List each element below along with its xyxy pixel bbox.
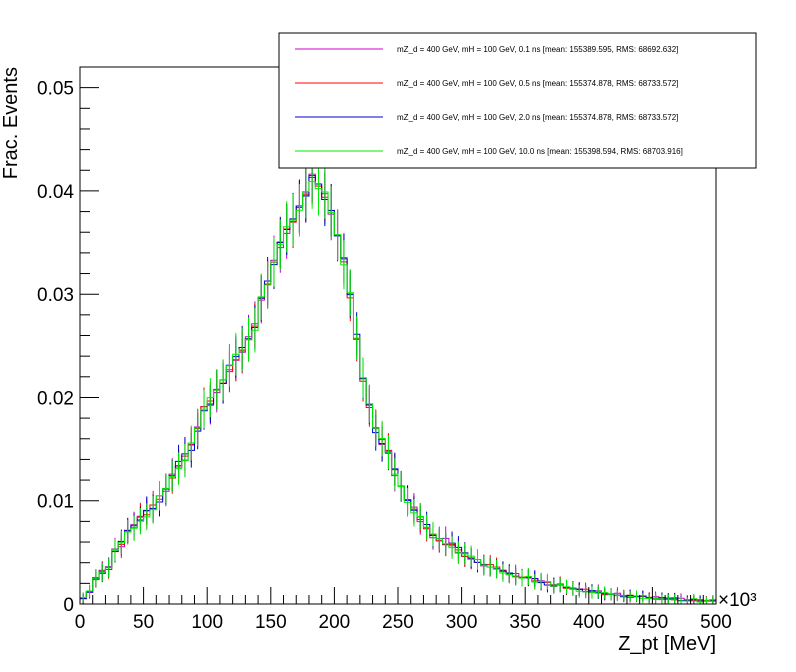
- legend-label: mZ_d = 400 GeV, mH = 100 GeV, 10.0 ns [m…: [397, 147, 683, 156]
- legend-label: mZ_d = 400 GeV, mH = 100 GeV, 0.1 ns [me…: [397, 45, 678, 54]
- x-tick-label: 50: [133, 612, 154, 633]
- legend-entry: mZ_d = 400 GeV, mH = 100 GeV, 2.0 ns [me…: [295, 113, 678, 122]
- x-tick-label: 350: [509, 612, 541, 633]
- x-axis: 0 50 100 150 200 250 300 350 400 450 500: [75, 587, 732, 633]
- x-tick-label: 200: [319, 612, 351, 633]
- series-line: [79, 176, 716, 604]
- y-axis-title: Frac. Events: [0, 67, 22, 179]
- plot-content: [79, 146, 716, 604]
- x-tick-label: 150: [255, 612, 287, 633]
- series-line: [79, 181, 716, 604]
- x-axis-title: Z_pt [MeV]: [618, 633, 716, 655]
- series-line: [79, 173, 716, 604]
- x-axis-multiplier: ×10³: [718, 590, 757, 611]
- x-tick-label: 250: [382, 612, 414, 633]
- y-tick-label: 0.02: [37, 388, 74, 409]
- legend-entry: mZ_d = 400 GeV, mH = 100 GeV, 0.1 ns [me…: [295, 45, 678, 54]
- y-axis: 0 0.01 0.02 0.03 0.04 0.05: [37, 79, 99, 616]
- y-tick-label: 0.05: [37, 79, 74, 100]
- legend-label: mZ_d = 400 GeV, mH = 100 GeV, 2.0 ns [me…: [397, 113, 678, 122]
- x-tick-label: 300: [446, 612, 478, 633]
- y-tick-label: 0: [63, 595, 74, 616]
- y-tick-label: 0.01: [37, 492, 74, 513]
- x-tick-label: 0: [75, 612, 86, 633]
- x-tick-label: 100: [191, 612, 223, 633]
- series-line: [79, 175, 716, 604]
- legend: mZ_d = 400 GeV, mH = 100 GeV, 0.1 ns [me…: [278, 32, 757, 169]
- series-group: [79, 146, 716, 604]
- y-tick-label: 0.04: [37, 182, 74, 203]
- y-tick-label: 0.03: [37, 285, 74, 306]
- x-tick-label: 450: [637, 612, 669, 633]
- x-tick-label: 500: [700, 612, 732, 633]
- legend-label: mZ_d = 400 GeV, mH = 100 GeV, 0.5 ns [me…: [397, 79, 678, 88]
- series-group: [79, 154, 716, 604]
- legend-entry: mZ_d = 400 GeV, mH = 100 GeV, 0.5 ns [me…: [295, 79, 678, 88]
- series-group: [79, 150, 716, 604]
- x-tick-label: 400: [573, 612, 605, 633]
- legend-box: [278, 32, 757, 169]
- legend-entry: mZ_d = 400 GeV, mH = 100 GeV, 10.0 ns [m…: [295, 147, 683, 156]
- series-group: [79, 148, 716, 604]
